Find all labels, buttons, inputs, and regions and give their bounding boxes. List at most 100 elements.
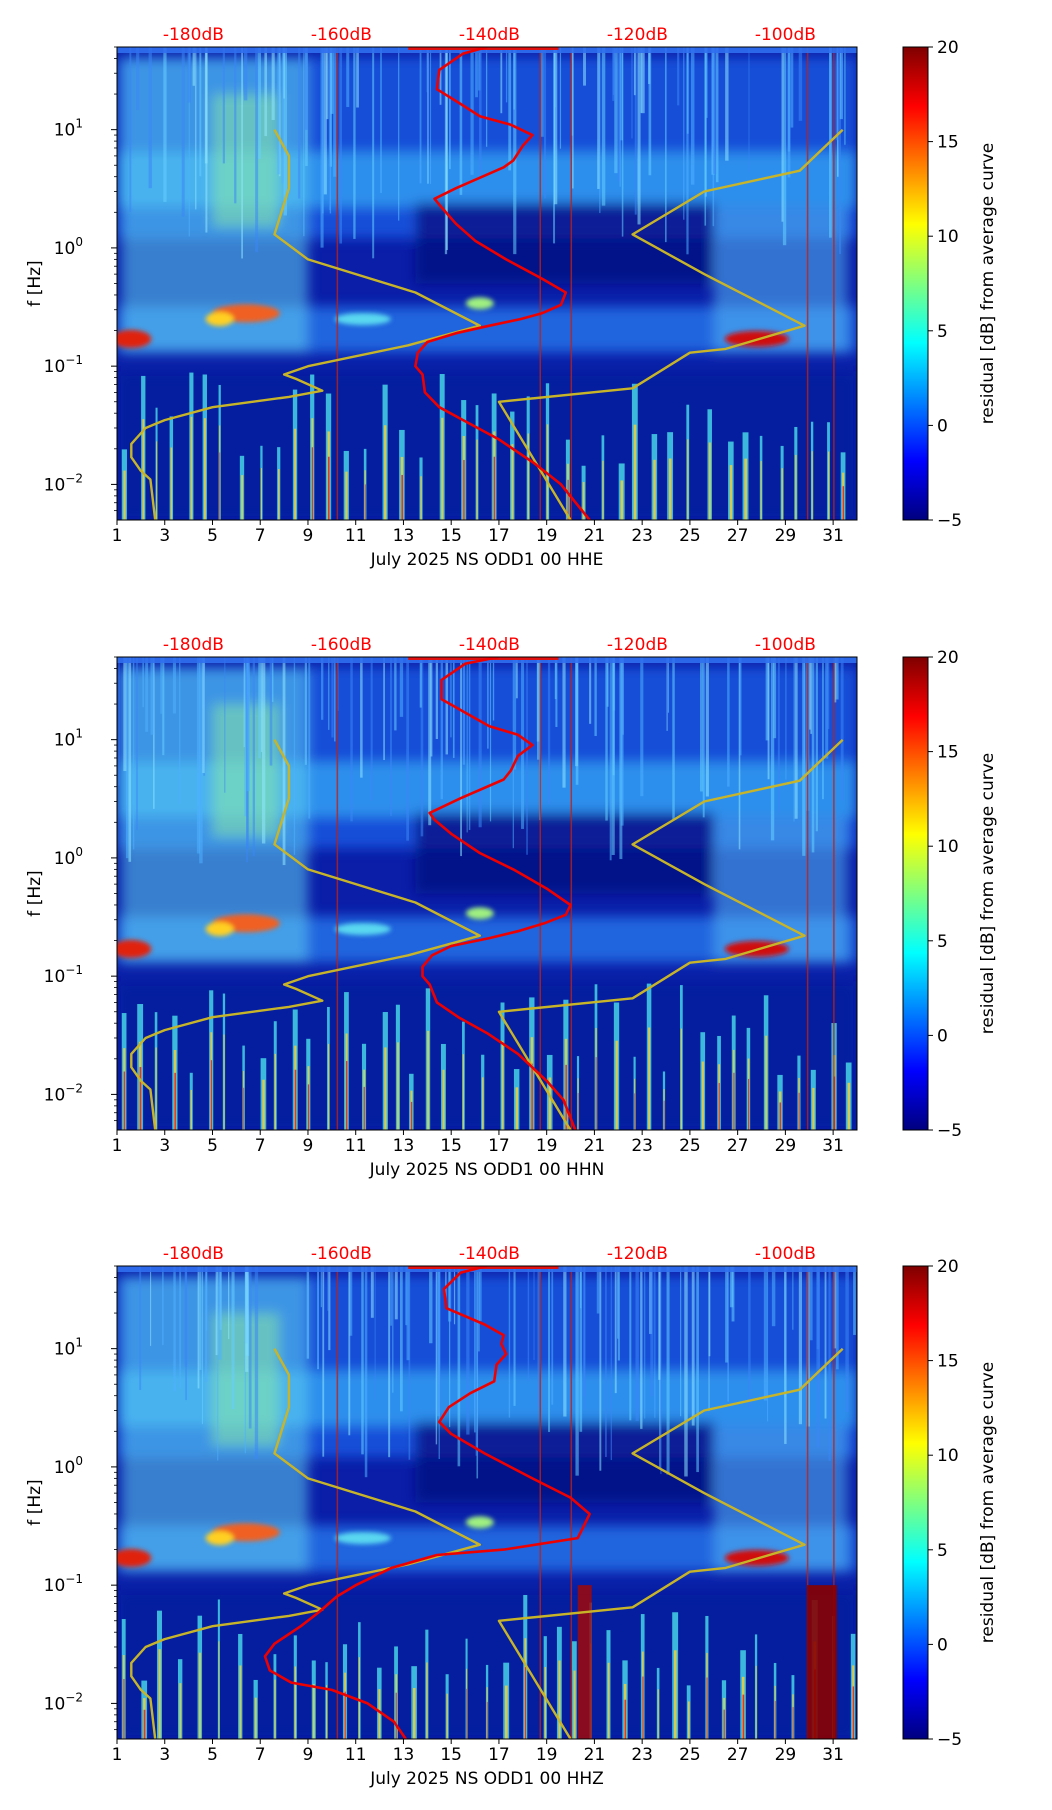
y-tick-exponent: 1 [75,1336,83,1350]
noise-model-curve-1 [130,1348,481,1739]
y-tick-base: 10 [54,1458,76,1478]
x-axis-label: July 2025 NS ODD1 00 HHN [369,1160,605,1180]
db-label: -180dB [163,635,224,655]
noise-model-curve-1 [130,739,481,1130]
hhz-burst-day30 [806,1585,837,1739]
y-tick-label: 10−2 [44,1081,83,1105]
x-tick-label: 15 [440,526,462,546]
y-tick-exponent: −2 [65,471,83,485]
dark-pocket [415,202,714,284]
db-label: -100dB [755,25,816,45]
colorbar-gradient [902,656,929,1131]
y-tick-label: 101 [54,1336,83,1360]
psd-median-curve [414,47,591,520]
x-tick-label: 3 [159,526,170,546]
x-tick-label: 19 [536,526,558,546]
colorbar-tick-label: 5 [937,322,948,342]
top-db-axis: -180dB -160dB -140dB -120dB -100dB [163,635,816,655]
x-tick-label: 7 [255,526,266,546]
heatmap-streaks-high [118,657,844,866]
colorbar-label: residual [dB] from average curve [978,143,998,424]
x-tick-label: 11 [345,1136,367,1156]
colorbar-gradient [902,46,929,521]
x-tick-label: 7 [255,1136,266,1156]
bright-day16 [465,297,494,310]
colorbar-tick-label: 0 [937,1635,948,1655]
hhz-burst-day20 [577,1585,592,1739]
heatmap-red-lines [336,47,835,520]
x-tick-label: 27 [727,526,749,546]
y-tick-base: 10 [54,1340,76,1360]
y-tick-exponent: −1 [65,963,83,977]
y-tick-label: 10−2 [44,1690,83,1714]
x-tick-label: 3 [159,1745,170,1765]
heatmap-area [117,1266,857,1739]
y-axis-label: f [Hz] [25,870,45,916]
noise-model-curve-2 [497,1347,844,1739]
top-db-axis: -180dB -160dB -140dB -120dB -100dB [163,25,816,45]
x-tick-label: 5 [207,1745,218,1765]
x-tick-label: 19 [536,1745,558,1765]
x-tick-label: 9 [303,1745,314,1765]
y-tick-base: 10 [44,1576,66,1596]
x-tick-label: 15 [440,1136,462,1156]
y-tick-exponent: −2 [65,1081,83,1095]
x-tick-label: 13 [393,1136,415,1156]
hotspot-day1 [117,939,152,958]
db-label: -100dB [755,635,816,655]
y-tick-base: 10 [54,239,76,259]
x-tick-label: 17 [488,1745,510,1765]
db-label: -100dB [755,1244,816,1264]
x-tick-label: 9 [303,526,314,546]
blob-late-month [713,817,848,963]
x-tick-label: 13 [393,1745,415,1765]
y-tick-base: 10 [54,731,76,751]
x-tick-label: 3 [159,1136,170,1156]
y-tick-exponent: 0 [75,1454,83,1468]
x-tick-label: 17 [488,526,510,546]
colorbar-tick-label: 5 [937,1541,948,1561]
db-label: -120dB [607,1244,668,1264]
db-label: -120dB [607,635,668,655]
colorbar-tick-label: 20 [937,648,959,668]
y-tick-base: 10 [54,849,76,869]
x-tick-label: 11 [345,526,367,546]
colorbar-tick-label: 5 [937,932,948,952]
y-tick-base: 10 [44,475,66,495]
x-tick-label: 29 [775,1136,797,1156]
x-tick-label: 5 [207,1136,218,1156]
db-label: -140dB [459,635,520,655]
db-label: -140dB [459,1244,520,1264]
colorbar-tick-label: 20 [937,1257,959,1277]
colorbar-tick-label: −5 [937,511,962,531]
x-tick-label: 5 [207,526,218,546]
x-tick-label: 21 [584,1745,606,1765]
colorbar-tick-label: 10 [937,1446,959,1466]
y-tick-label: 100 [54,845,83,869]
x-tick-label: 21 [584,526,606,546]
y-tick-base: 10 [54,121,76,141]
blob-late-month [713,1426,848,1572]
x-axis: 1 3 5 7 9 11 13 15 17 19 21 23 25 27 29 31 [112,1739,844,1765]
heatmap-soft-layer [117,57,857,520]
heatmap-streaks-high [139,1266,856,1479]
db-label: -160dB [311,25,372,45]
blob-day5-7 [212,94,280,228]
y-tick-base: 10 [44,967,66,987]
noise-model-curve-2 [497,738,844,1130]
x-tick-label: 27 [727,1745,749,1765]
x-tick-label: 17 [488,1136,510,1156]
y-tick-exponent: −1 [65,353,83,367]
colorbar-label: residual [dB] from average curve [978,753,998,1034]
x-tick-label: 23 [631,1136,653,1156]
heatmap-streaks-low [121,983,852,1130]
hotspot-day5 [205,1531,234,1546]
heatmap-area [117,47,857,520]
y-tick-label: 100 [54,235,83,259]
x-tick-label: 15 [440,1745,462,1765]
